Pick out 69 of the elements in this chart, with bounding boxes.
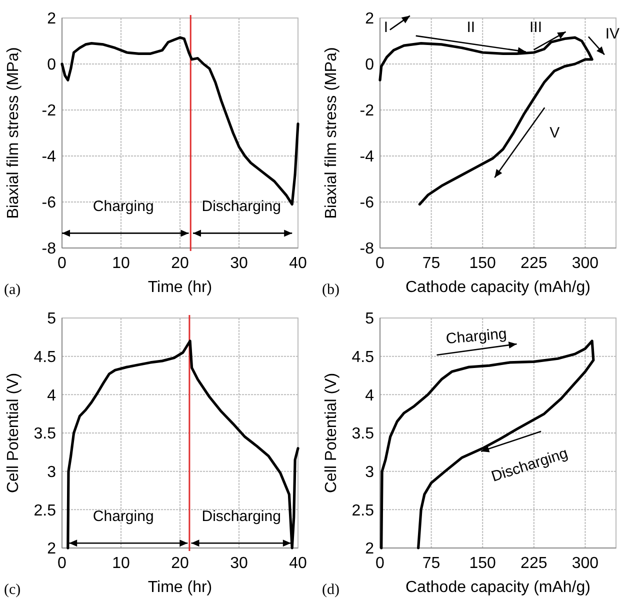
y-tick-label: 2.5 — [352, 502, 374, 520]
x-tick-label: 0 — [376, 555, 385, 572]
text: (d) — [322, 582, 340, 598]
y-tick-label: 2 — [47, 10, 56, 28]
y-axis-title: Biaxial film stress (MPa) — [323, 47, 340, 219]
y-tick-label: 4.5 — [34, 348, 56, 366]
y-tick-label: 3.5 — [34, 426, 56, 443]
y-tick-label: -8 — [42, 240, 56, 258]
y-tick-label: -4 — [42, 148, 56, 166]
y-tick-label: 2 — [47, 540, 56, 558]
text: (b) — [322, 282, 340, 298]
annotation: I — [384, 18, 388, 36]
x-tick-label: 75 — [422, 555, 440, 572]
y-tick-label: 2.5 — [34, 502, 56, 520]
y-tick-label: 0 — [47, 56, 56, 74]
y-tick-label: 3 — [47, 464, 56, 481]
annotation: Discharging — [202, 198, 281, 216]
y-tick-label: 5 — [47, 310, 56, 328]
x-axis-title: Cathode capacity (mAh/g) — [406, 279, 590, 296]
annotation: Charging — [445, 325, 508, 348]
x-tick-label: 10 — [112, 555, 130, 572]
y-axis-title: Cell Potential (V) — [5, 372, 22, 494]
y-tick-label: -8 — [360, 240, 374, 258]
x-tick-label: 150 — [469, 555, 496, 572]
annotation: V — [550, 124, 560, 142]
y-axis-title: Cell Potential (V) — [323, 372, 340, 494]
x-tick-label: 0 — [58, 555, 67, 572]
x-tick-label: 75 — [422, 255, 440, 272]
x-tick-label: 20 — [171, 555, 189, 572]
x-tick-label: 0 — [58, 255, 67, 272]
x-tick-label: 225 — [520, 255, 548, 272]
annotation: IV — [605, 26, 620, 43]
annotation: Charging — [92, 508, 154, 526]
y-tick-label: 3 — [365, 464, 374, 481]
annotation: III — [530, 18, 542, 36]
y-tick-label: -2 — [360, 102, 374, 120]
x-tick-label: 10 — [112, 255, 130, 272]
x-tick-label: 300 — [572, 555, 599, 572]
y-tick-label: 2 — [365, 10, 374, 28]
y-tick-label: -2 — [42, 102, 56, 120]
annotation: Charging — [92, 198, 154, 216]
x-tick-label: 30 — [230, 255, 248, 272]
x-tick-label: 30 — [230, 555, 248, 572]
y-tick-label: 2 — [365, 540, 374, 558]
x-tick-label: 40 — [289, 255, 307, 272]
text: (c) — [4, 582, 21, 598]
x-tick-label: 225 — [520, 555, 548, 572]
text: (a) — [4, 282, 21, 298]
x-tick-label: 20 — [171, 255, 189, 272]
x-axis-title: Cathode capacity (mAh/g) — [406, 579, 590, 596]
x-tick-label: 40 — [289, 555, 307, 572]
y-tick-label: 3.5 — [352, 426, 374, 443]
line-series — [66, 340, 300, 550]
y-tick-label: -4 — [360, 148, 374, 166]
y-tick-label: 0 — [365, 56, 374, 74]
y-tick-label: 4.5 — [352, 348, 374, 366]
y-tick-label: 4 — [365, 387, 374, 404]
x-tick-label: 300 — [572, 255, 599, 272]
y-tick-label: -6 — [42, 194, 56, 212]
y-tick-label: -6 — [360, 194, 374, 212]
y-tick-label: 4 — [47, 387, 56, 404]
annotation: II — [466, 18, 476, 36]
x-axis-title: Time (hr) — [148, 579, 212, 596]
x-tick-label: 150 — [469, 255, 496, 272]
annotation: Discharging — [202, 508, 281, 526]
x-axis-title: Time (hr) — [148, 279, 212, 296]
y-axis-title: Biaxial film stress (MPa) — [5, 47, 22, 219]
x-tick-label: 0 — [376, 255, 385, 272]
y-tick-label: 5 — [365, 310, 374, 328]
